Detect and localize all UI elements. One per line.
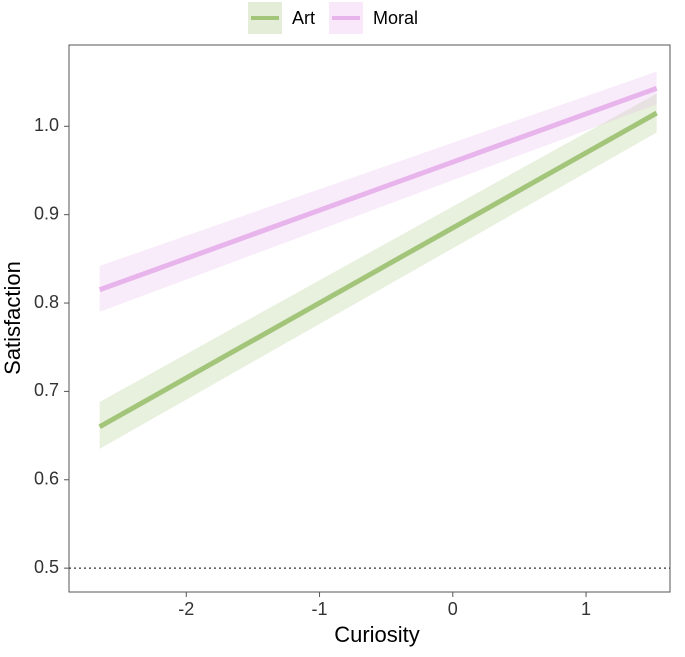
y-axis-label: Satisfaction	[0, 261, 25, 375]
y-tick-label: 0.5	[34, 557, 59, 577]
legend-label: Art	[292, 8, 315, 28]
y-tick-label: 0.8	[34, 292, 59, 312]
y-tick-label: 0.6	[34, 469, 59, 489]
x-tick-label: -2	[178, 599, 194, 619]
legend-label: Moral	[373, 8, 418, 28]
x-tick-label: 1	[581, 599, 591, 619]
x-axis-label: Curiosity	[334, 622, 420, 647]
x-tick-label: -1	[312, 599, 328, 619]
panel-border	[68, 44, 671, 593]
y-tick-label: 0.9	[34, 203, 59, 223]
line	[98, 85, 658, 293]
line	[98, 110, 658, 429]
y-tick-label: 1.0	[34, 115, 59, 135]
y-tick-label: 0.7	[34, 380, 59, 400]
x-tick-label: 0	[448, 599, 458, 619]
